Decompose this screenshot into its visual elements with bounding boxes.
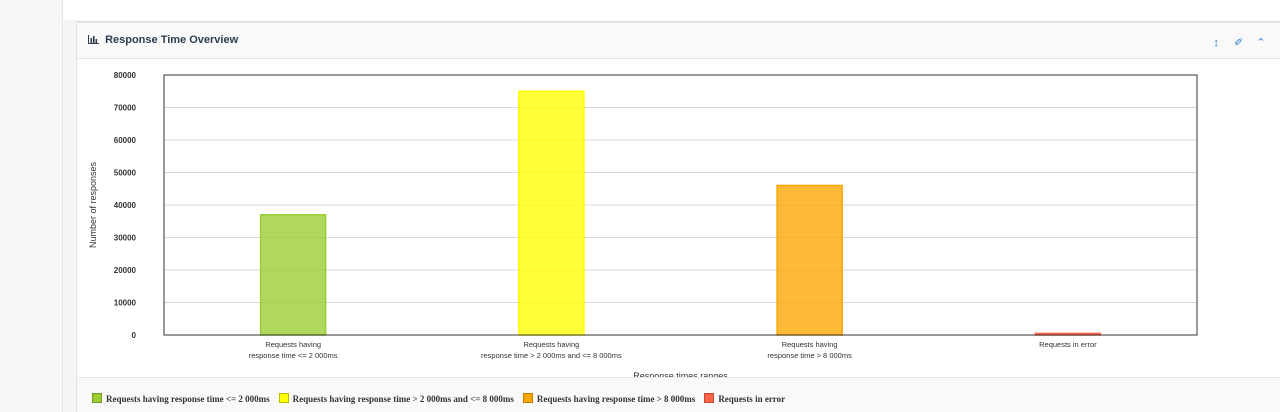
panel-title-text: Response Time Overview — [105, 34, 239, 46]
plot-frame — [163, 74, 1198, 336]
x-tick-label: Requests having — [782, 340, 838, 349]
left-sidebar — [0, 0, 63, 412]
y-tick-label: 30000 — [114, 234, 137, 243]
x-axis-label: Response times ranges — [633, 371, 728, 377]
y-tick-label: 0 — [132, 331, 137, 340]
legend-label: Requests in error — [718, 394, 786, 404]
x-tick-label: Requests having — [265, 340, 321, 349]
x-tick-label: Requests having — [523, 340, 579, 349]
x-tick-label: response time > 2 000ms and <= 8 000ms — [481, 351, 622, 360]
legend-item[interactable]: Requests in error — [704, 393, 785, 404]
bar — [776, 184, 843, 336]
panel-title: Response Time Overview — [88, 34, 238, 47]
y-tick-label: 60000 — [114, 136, 137, 145]
y-tick-label: 20000 — [114, 266, 137, 275]
legend-label: Requests having response time > 2 000ms … — [292, 394, 514, 404]
legend-swatch — [522, 393, 533, 403]
legend-item[interactable]: Requests having response time > 2 000ms … — [278, 393, 514, 404]
legend-swatch — [278, 393, 289, 403]
chart-legend: Requests having response time <= 2 000ms… — [77, 377, 1280, 412]
y-tick-label: 40000 — [114, 201, 137, 210]
legend-items: Requests having response time <= 2 000ms… — [92, 389, 794, 407]
legend-label: Requests having response time <= 2 000ms — [106, 394, 270, 404]
x-tick-label: response time <= 2 000ms — [249, 351, 338, 360]
chevron-up-icon[interactable]: ⌃ — [1256, 37, 1266, 49]
response-time-panel: Response Time Overview ↕ ✐ ⌃ 0 10000 20000… — [76, 21, 1280, 412]
legend-swatch — [704, 393, 715, 403]
y-axis-label: Number of responses — [88, 161, 98, 248]
y-tick-label: 50000 — [114, 169, 137, 178]
bar — [518, 90, 585, 336]
y-tick-label: 70000 — [114, 104, 137, 113]
legend-label: Requests having response time > 8 000ms — [536, 394, 696, 404]
panel-tools: ↕ ✐ ⌃ — [1205, 33, 1268, 51]
y-tick-label: 80000 — [114, 71, 137, 80]
x-tick-label: Requests in error — [1039, 340, 1097, 349]
top-bar — [63, 0, 1280, 20]
legend-item[interactable]: Requests having response time > 8 000ms — [522, 393, 696, 404]
bar-chart-icon — [88, 35, 99, 47]
legend-swatch — [92, 393, 102, 403]
bar — [259, 214, 327, 336]
panel-header: Response Time Overview ↕ ✐ ⌃ — [77, 23, 1280, 59]
response-time-chart: 0 10000 20000 30000 40000 50000 60000 70000 8000… — [88, 71, 1198, 381]
legend-item[interactable]: Requests having response time <= 2 000ms — [92, 393, 270, 404]
chart-area: 0 10000 20000 30000 40000 50000 60000 70000 8000… — [77, 59, 1280, 381]
wrench-icon[interactable]: ✐ — [1233, 37, 1244, 49]
x-tick-label: response time > 8 000ms — [767, 351, 852, 360]
resize-vertical-icon[interactable]: ↕ — [1213, 37, 1219, 49]
y-tick-label: 10000 — [114, 299, 137, 308]
